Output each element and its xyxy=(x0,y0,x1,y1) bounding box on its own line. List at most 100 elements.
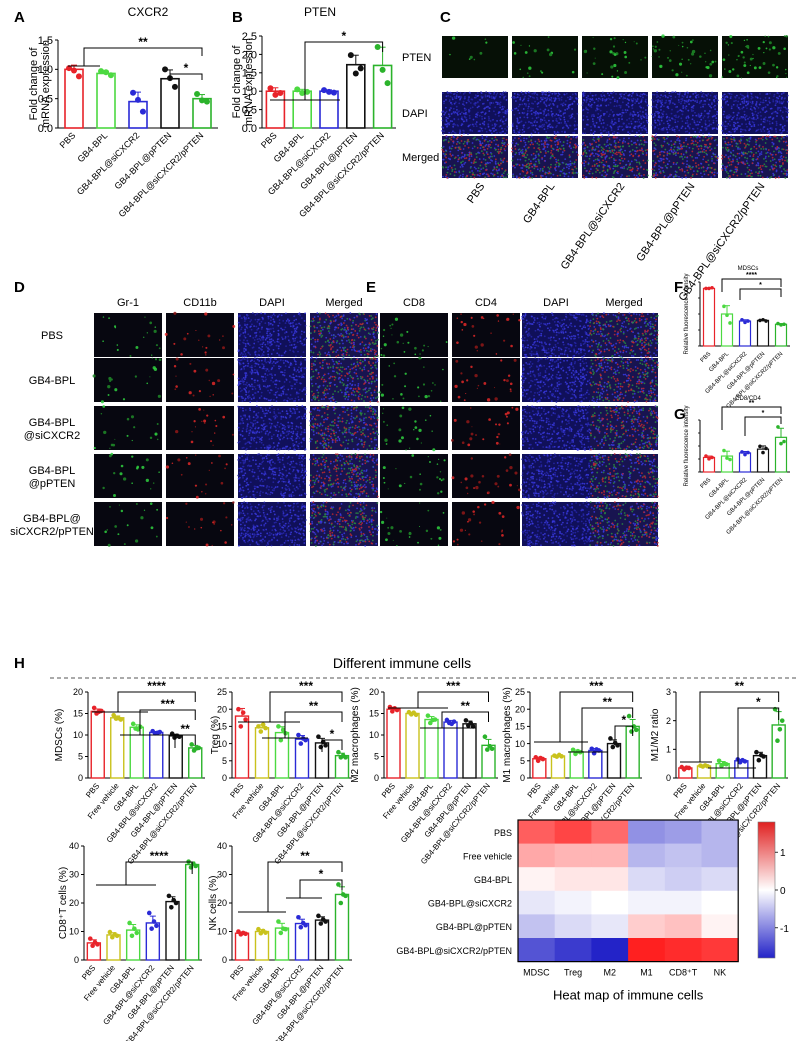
cell-dot xyxy=(331,395,334,398)
cell-dot xyxy=(250,365,253,367)
cell-dot xyxy=(272,330,275,333)
cell-dot xyxy=(659,101,662,104)
cell-dot xyxy=(244,376,247,379)
cell-dot xyxy=(604,171,607,174)
cell-dot xyxy=(581,162,584,164)
cell-dot xyxy=(563,118,566,121)
cell-dot xyxy=(442,152,445,155)
cell-dot xyxy=(782,118,785,121)
cell-dot xyxy=(260,395,263,397)
cell-dot xyxy=(562,112,565,115)
cell-dot xyxy=(278,319,281,321)
cell-dot xyxy=(741,116,744,119)
cell-dot xyxy=(253,385,256,388)
cell-dot xyxy=(618,97,621,100)
cell-dot xyxy=(251,393,254,396)
cell-dot xyxy=(245,355,248,358)
cell-dot xyxy=(469,92,471,94)
cell-dot xyxy=(633,142,635,144)
cell-dot xyxy=(268,328,270,330)
cell-dot xyxy=(680,117,683,120)
cell-dot xyxy=(702,103,705,106)
cell-dot xyxy=(666,106,669,109)
cell-dot xyxy=(444,123,447,126)
cell-dot xyxy=(637,126,640,129)
cell-dot xyxy=(743,113,746,116)
cell-dot xyxy=(620,157,623,160)
cell-dot xyxy=(299,340,302,343)
cell-dot xyxy=(244,323,246,326)
cell-dot xyxy=(460,140,463,142)
cell-dot xyxy=(575,171,578,174)
cell-dot xyxy=(741,161,744,164)
cell-dot xyxy=(563,122,566,124)
data-point xyxy=(194,90,201,97)
cell-dot xyxy=(733,171,736,174)
cell-dot xyxy=(631,143,633,146)
cell-dot xyxy=(554,137,556,140)
cell-dot xyxy=(374,342,377,345)
cell-dot xyxy=(524,121,527,124)
cell-dot xyxy=(681,71,683,73)
cell-dot xyxy=(523,116,526,119)
cell-dot xyxy=(524,159,527,162)
data-point xyxy=(139,108,146,115)
cell-dot xyxy=(543,117,546,119)
cell-dot xyxy=(539,169,541,172)
cell-dot xyxy=(370,348,372,350)
cell-dot xyxy=(746,44,750,49)
cell-dot xyxy=(568,156,571,158)
data-point xyxy=(71,67,77,74)
cell-dot xyxy=(639,105,642,108)
cell-dot xyxy=(589,98,592,100)
category-label: PBS xyxy=(259,130,279,150)
cell-dot xyxy=(596,169,599,172)
cell-dot xyxy=(294,383,296,385)
cell-dot xyxy=(746,71,750,75)
cell-dot xyxy=(245,393,247,396)
cell-dot xyxy=(447,166,450,169)
micrograph-bg xyxy=(166,313,234,357)
cell-dot xyxy=(619,159,622,162)
cell-dot xyxy=(217,379,221,383)
cell-dot xyxy=(296,392,299,395)
cell-dot xyxy=(561,151,564,153)
cell-dot xyxy=(472,118,475,121)
cell-dot xyxy=(709,142,711,145)
cell-dot xyxy=(338,360,341,363)
cell-dot xyxy=(529,176,531,179)
cell-dot xyxy=(680,98,683,101)
cell-dot xyxy=(631,149,634,151)
cell-dot xyxy=(294,397,297,400)
cell-dot xyxy=(733,121,735,124)
cell-dot xyxy=(322,359,324,362)
cell-dot xyxy=(309,325,312,328)
cell-dot xyxy=(622,128,625,131)
cell-dot xyxy=(500,162,502,165)
cell-dot xyxy=(476,101,479,104)
cell-dot xyxy=(651,45,654,48)
cell-dot xyxy=(249,385,252,387)
cell-dot xyxy=(654,148,657,151)
cell-dot xyxy=(272,381,275,383)
cell-dot xyxy=(470,161,473,164)
cell-dot xyxy=(202,346,204,348)
cell-dot xyxy=(350,331,353,334)
cell-dot xyxy=(360,351,362,353)
cell-dot xyxy=(277,345,280,347)
cell-dot xyxy=(350,387,352,390)
cell-dot xyxy=(653,147,656,150)
cell-dot xyxy=(771,118,774,120)
cell-dot xyxy=(694,111,696,114)
cell-dot xyxy=(777,151,780,154)
cell-dot xyxy=(353,316,356,319)
cell-dot xyxy=(479,172,482,175)
cell-dot xyxy=(751,109,753,112)
cell-dot xyxy=(783,91,785,94)
cell-dot xyxy=(348,318,351,320)
cell-dot xyxy=(453,95,456,98)
cell-dot xyxy=(586,115,588,118)
cell-dot xyxy=(654,126,656,128)
cell-dot xyxy=(559,174,562,177)
cell-dot xyxy=(755,118,758,121)
